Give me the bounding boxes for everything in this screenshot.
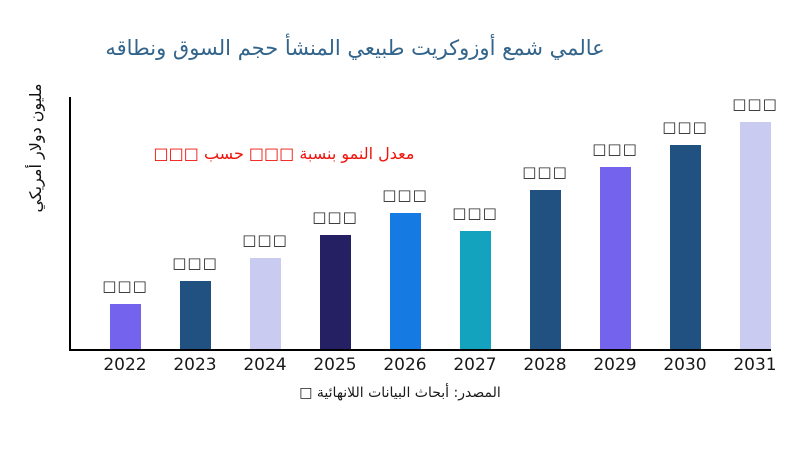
bar-2022 [109,304,141,349]
bar-value-label-2022: □□□ [102,277,148,295]
bar-2027 [459,231,491,349]
bar-value-label-2027: □□□ [452,204,498,222]
bar-value-label-2023: □□□ [172,254,218,272]
x-tick-label-2023: 2023 [173,355,217,375]
y-axis-line [69,97,71,350]
x-tick-label-2030: 2030 [663,355,707,375]
y-axis-title: مليون دولار أمريكي [26,83,45,213]
bar-value-label-2024: □□□ [242,231,288,249]
chart-title: عالمي شمع أوزوكريت طبيعي المنشأ حجم السو… [105,36,605,60]
x-tick-label-2025: 2025 [313,355,357,375]
bar-2024 [249,258,281,349]
x-tick-label-2031: 2031 [733,355,777,375]
bar-value-label-2031: □□□ [732,95,778,113]
bar-2028 [529,190,561,349]
bar-2026 [389,213,421,349]
bar-2029 [599,167,631,349]
bar-2025 [319,235,351,349]
x-tick-label-2022: 2022 [103,355,147,375]
growth-rate-annotation: معدل النمو بنسبة □□□ حسب □□□ [153,144,415,163]
bar-2031 [739,122,771,349]
x-tick-label-2029: 2029 [593,355,637,375]
bar-value-label-2030: □□□ [662,118,708,136]
bar-value-label-2026: □□□ [382,186,428,204]
bar-value-label-2029: □□□ [592,140,638,158]
x-tick-label-2024: 2024 [243,355,287,375]
x-tick-label-2027: 2027 [453,355,497,375]
bar-2023 [179,281,211,349]
x-tick-label-2026: 2026 [383,355,427,375]
x-tick-label-2028: 2028 [523,355,567,375]
bar-value-label-2028: □□□ [522,163,568,181]
bar-2030 [669,145,701,349]
source-caption: المصدر: أبحاث البيانات اللانهائية □ [299,385,501,401]
x-axis-line [69,349,771,351]
plot-area: □□□ 2022 □□□ 2023 □□□ 2024 □□□ 2025 □□□ 2026 □□□ 20… [69,95,777,375]
bar-value-label-2025: □□□ [312,208,358,226]
